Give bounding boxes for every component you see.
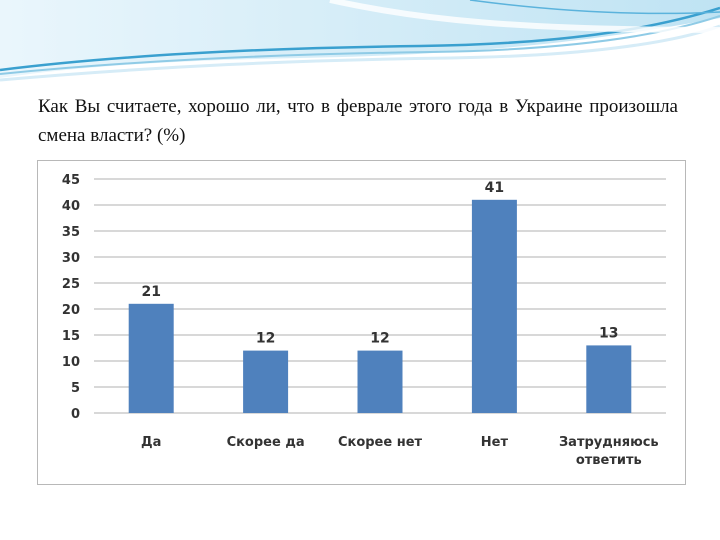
header-decoration (0, 0, 720, 90)
chart-frame: 0 5 10 15 20 25 30 35 40 45 21 12 12 41 13 Да Скорее д… (37, 160, 686, 485)
y-tick-label: 20 (62, 303, 80, 318)
x-tick-label-line: Да (141, 435, 161, 450)
x-tick-label: Скорее нет (338, 435, 423, 450)
data-label: 13 (599, 325, 618, 341)
data-label: 21 (141, 284, 160, 300)
x-tick-label-line: Затрудняюсь (559, 435, 659, 450)
x-axis-ticks: Да Скорее да Скорее нет Нет Затрудняюсь ответ… (141, 435, 659, 468)
data-labels: 21 12 12 41 13 (141, 180, 618, 347)
bar-chart: 0 5 10 15 20 25 30 35 40 45 21 12 12 41 13 Да Скорее д… (62, 173, 666, 468)
x-tick-label: Скорее да (227, 435, 305, 450)
x-tick-label: Затрудняюсь ответить (559, 435, 659, 468)
data-label: 12 (370, 331, 389, 347)
x-tick-label: Нет (481, 435, 509, 450)
y-tick-label: 40 (62, 199, 80, 214)
y-tick-label: 5 (71, 381, 80, 396)
y-tick-label: 30 (62, 251, 80, 266)
y-axis-ticks: 0 5 10 15 20 25 30 35 40 45 (62, 173, 80, 422)
y-tick-label: 45 (62, 173, 80, 188)
bar (471, 199, 517, 413)
data-label: 41 (485, 180, 504, 196)
x-tick-label: Да (141, 435, 161, 450)
y-tick-label: 25 (62, 277, 80, 292)
x-tick-label-line: Скорее нет (338, 435, 423, 450)
y-tick-label: 15 (62, 329, 80, 344)
bar (128, 303, 174, 413)
x-tick-label-line: Нет (481, 435, 509, 450)
bar (243, 350, 289, 413)
y-tick-label: 10 (62, 355, 80, 370)
x-tick-label-line: ответить (576, 453, 642, 468)
slide-question: Как Вы считаете, хорошо ли, что в феврал… (38, 96, 678, 146)
bar (357, 350, 403, 413)
y-tick-label: 35 (62, 225, 80, 240)
bar (586, 345, 632, 413)
y-tick-label: 0 (71, 407, 80, 422)
x-tick-label-line: Скорее да (227, 435, 305, 450)
bars (128, 199, 632, 413)
data-label: 12 (256, 331, 275, 347)
